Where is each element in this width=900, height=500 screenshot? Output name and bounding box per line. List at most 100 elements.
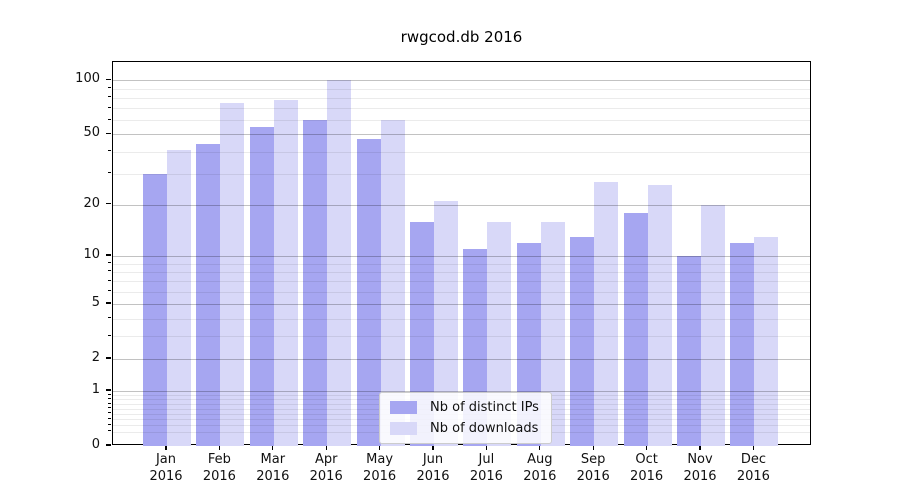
gridline-8 [113, 271, 810, 273]
bar-may-ips [356, 139, 381, 446]
gridline-60 [113, 120, 810, 122]
gridline-1 [113, 391, 810, 393]
y-minor-tick-mark [108, 150, 111, 152]
gridline-5 [113, 304, 810, 305]
y-tick-mark-1 [106, 389, 111, 391]
x-tick-mark-jun [432, 445, 434, 450]
bar-oct-ips [623, 212, 648, 446]
x-tick-mark-mar [272, 445, 274, 450]
bar-apr-downloads [327, 80, 352, 446]
bar-mar-ips [249, 127, 274, 446]
legend: Nb of distinct IPs Nb of downloads [379, 392, 552, 444]
bar-oct-downloads [647, 184, 672, 446]
chart-title: rwgcod.db 2016 [400, 28, 523, 46]
y-minor-tick-mark [108, 262, 111, 263]
y-minor-tick-mark [108, 87, 111, 88]
bar-sep-ips [570, 236, 595, 446]
x-tick-label-feb: Feb 2016 [202, 452, 236, 484]
y-minor-tick-mark [108, 393, 111, 395]
gridline-2 [113, 358, 810, 360]
legend-row-ips: Nb of distinct IPs [390, 400, 539, 415]
y-tick-label-100: 100 [75, 71, 100, 87]
y-tick-mark-20 [106, 203, 111, 205]
y-minor-tick-mark [108, 407, 111, 409]
legend-label: Nb of downloads [430, 421, 539, 436]
x-tick-mark-jul [485, 445, 488, 450]
x-tick-mark-may [378, 445, 381, 450]
x-tick-mark-sep [592, 445, 594, 450]
bar-feb-ips [196, 144, 221, 446]
y-minor-tick-mark [108, 402, 111, 404]
bar-feb-downloads [220, 102, 245, 446]
y-minor-tick-mark [108, 279, 111, 281]
y-minor-tick-mark [108, 430, 111, 432]
y-tick-mark-0 [106, 444, 111, 446]
bar-jan-downloads [167, 149, 191, 446]
x-tick-label-may: May 2016 [363, 452, 397, 484]
bar-apr-ips [303, 120, 328, 446]
y-tick-label-2: 2 [91, 349, 100, 365]
x-tick-mark-nov [699, 445, 701, 450]
x-tick-label-apr: Apr 2016 [309, 452, 343, 484]
x-tick-mark-aug [539, 445, 541, 450]
x-tick-mark-jan [165, 445, 167, 450]
gridline-50 [113, 134, 810, 136]
y-tick-mark-50 [106, 132, 111, 135]
gridline-9 [113, 263, 810, 265]
y-minor-tick-mark [108, 412, 111, 414]
bar-nov-downloads [701, 204, 725, 446]
gridline-7 [113, 281, 810, 283]
gridline-10 [113, 256, 810, 257]
bar-dec-ips [730, 242, 755, 446]
x-tick-mark-feb [218, 445, 221, 450]
gridline-4 [113, 318, 810, 320]
y-tick-mark-10 [106, 254, 111, 256]
bar-jan-ips [143, 173, 167, 446]
gridline-20 [113, 204, 810, 206]
x-tick-label-jul: Jul 2016 [469, 452, 503, 484]
y-minor-tick-mark [108, 423, 111, 425]
x-tick-mark-apr [325, 445, 327, 450]
legend-swatch-icon [390, 422, 417, 435]
gridline-30 [113, 173, 810, 175]
y-tick-label-50: 50 [83, 125, 100, 141]
y-minor-tick-mark [108, 96, 111, 98]
x-tick-label-dec: Dec 2016 [736, 452, 770, 484]
plot-area: Nb of distinct IPs Nb of downloads [112, 61, 811, 446]
x-tick-label-nov: Nov 2016 [683, 452, 717, 484]
y-minor-tick-mark [108, 397, 111, 399]
x-tick-label-jun: Jun 2016 [416, 452, 450, 484]
y-tick-mark-5 [106, 302, 111, 304]
gridline-90 [113, 88, 810, 90]
gridline-100 [113, 80, 810, 82]
gridline-80 [113, 97, 810, 99]
x-tick-mark-oct [645, 445, 648, 450]
bar-dec-downloads [754, 236, 779, 446]
legend-swatch-icon [390, 401, 417, 414]
y-tick-label-20: 20 [83, 195, 100, 211]
y-tick-label-0: 0 [91, 437, 100, 452]
bar-nov-ips [677, 256, 701, 446]
x-tick-mark-dec [752, 445, 755, 450]
y-minor-tick-mark [108, 290, 111, 292]
y-tick-label-5: 5 [91, 295, 100, 310]
x-tick-label-sep: Sep 2016 [576, 452, 610, 484]
y-minor-tick-mark [108, 172, 111, 174]
y-minor-tick-mark [108, 106, 111, 108]
gridline-70 [113, 108, 810, 110]
x-tick-label-jan: Jan 2016 [149, 452, 183, 484]
bar-sep-downloads [594, 181, 619, 446]
y-minor-tick-mark [108, 417, 111, 419]
gridline-6 [113, 291, 810, 293]
bar-mar-downloads [273, 99, 298, 446]
legend-row-downloads: Nb of downloads [390, 421, 539, 436]
x-tick-label-oct: Oct 2016 [630, 452, 664, 484]
y-tick-mark-2 [106, 357, 111, 359]
y-minor-tick-mark [108, 270, 111, 272]
gridline-3 [113, 336, 810, 338]
y-tick-label-10: 10 [83, 247, 100, 262]
x-tick-label-mar: Mar 2016 [256, 452, 290, 484]
legend-label: Nb of distinct IPs [430, 400, 539, 415]
y-tick-label-1: 1 [91, 382, 100, 398]
